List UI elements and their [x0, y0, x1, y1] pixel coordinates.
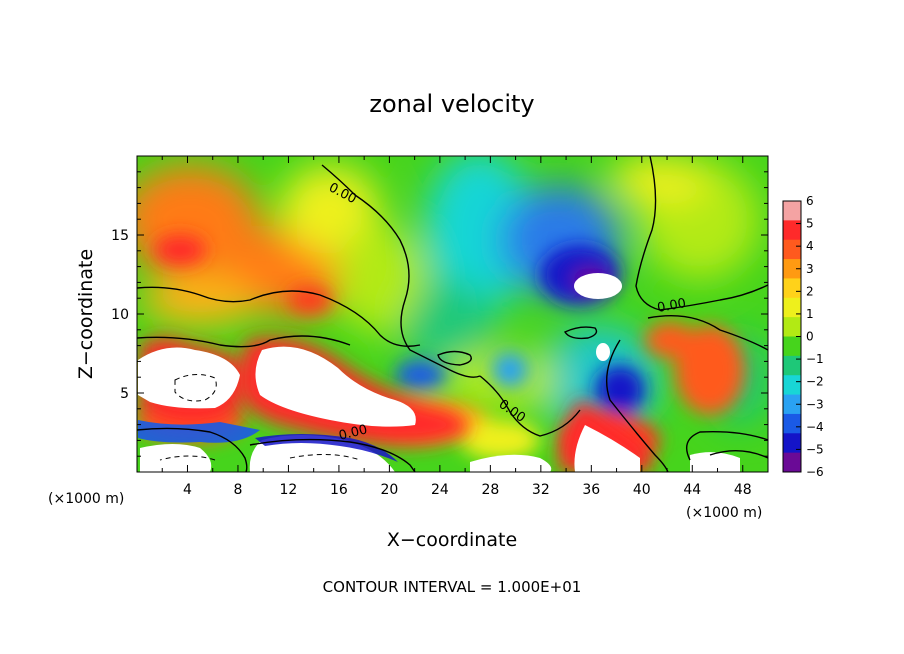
x-tick-label: 36	[582, 482, 600, 498]
colorbar-swatch	[783, 220, 801, 241]
colorbar-swatch	[783, 394, 801, 415]
colorbar-label: 1	[806, 307, 814, 321]
colorbar-swatch	[783, 201, 801, 221]
colorbar-label: 2	[806, 284, 814, 298]
plot-area	[137, 156, 768, 472]
chart-title: zonal velocity	[369, 90, 534, 118]
y-tick-label: 10	[111, 307, 129, 323]
x-tick-label: 12	[280, 482, 298, 498]
x-tick-label: 40	[633, 482, 651, 498]
y-tick-label: 15	[111, 228, 129, 244]
colorbar-swatch	[783, 375, 801, 396]
x-axis-title: X−coordinate	[387, 529, 517, 551]
colorbar-label: 3	[806, 262, 814, 276]
colorbar-swatch	[783, 413, 801, 434]
colorbar-swatch	[783, 336, 801, 357]
x-tick-label: 24	[431, 482, 449, 498]
x-unit-right: (×1000 m)	[686, 505, 762, 521]
colorbar-swatch	[783, 433, 801, 454]
contour-label: 0.00	[337, 422, 369, 444]
x-tick-label: 28	[481, 482, 499, 498]
colorbar-label: −1	[806, 352, 824, 366]
y-axis-title: Z−coordinate	[75, 249, 97, 379]
contour-label: 0.00	[656, 296, 687, 316]
contour-interval-note: CONTOUR INTERVAL = 1.000E+01	[323, 578, 582, 596]
x-unit-left: (×1000 m)	[48, 491, 124, 507]
colorbar: 6 5 4 3 2 1 0 −1 −2 −3 −4 −5 −6	[782, 194, 824, 479]
colorbar-swatch	[783, 355, 801, 376]
x-axis: 4 8 12 16 20 24 28 32 36 40 44 48	[161, 156, 752, 498]
x-tick-label: 4	[183, 482, 192, 498]
colorbar-label: 6	[806, 194, 814, 208]
x-tick-label: 44	[683, 482, 701, 498]
x-tick-label: 20	[380, 482, 398, 498]
colorbar-label: −5	[806, 442, 824, 456]
colorbar-swatch	[783, 259, 801, 279]
colorbar-swatch	[783, 317, 801, 337]
colorbar-swatch	[783, 278, 801, 299]
colorbar-swatch	[783, 297, 801, 318]
x-tick-label: 32	[532, 482, 550, 498]
colorbar-swatch	[783, 239, 801, 260]
y-tick-label: 5	[120, 386, 129, 402]
colorbar-label: 0	[806, 330, 814, 344]
colorbar-label: −6	[806, 465, 824, 479]
x-tick-label: 8	[233, 482, 242, 498]
colorbar-label: 4	[806, 239, 814, 253]
colorbar-swatch	[783, 452, 801, 473]
colorbar-label: −4	[806, 420, 824, 434]
colorbar-label: 5	[806, 217, 814, 231]
x-tick-label: 48	[734, 482, 752, 498]
colorbar-label: −3	[806, 397, 824, 411]
x-tick-label: 16	[330, 482, 348, 498]
colorbar-label: −2	[806, 375, 824, 389]
y-axis: 5 10 15	[111, 171, 768, 457]
